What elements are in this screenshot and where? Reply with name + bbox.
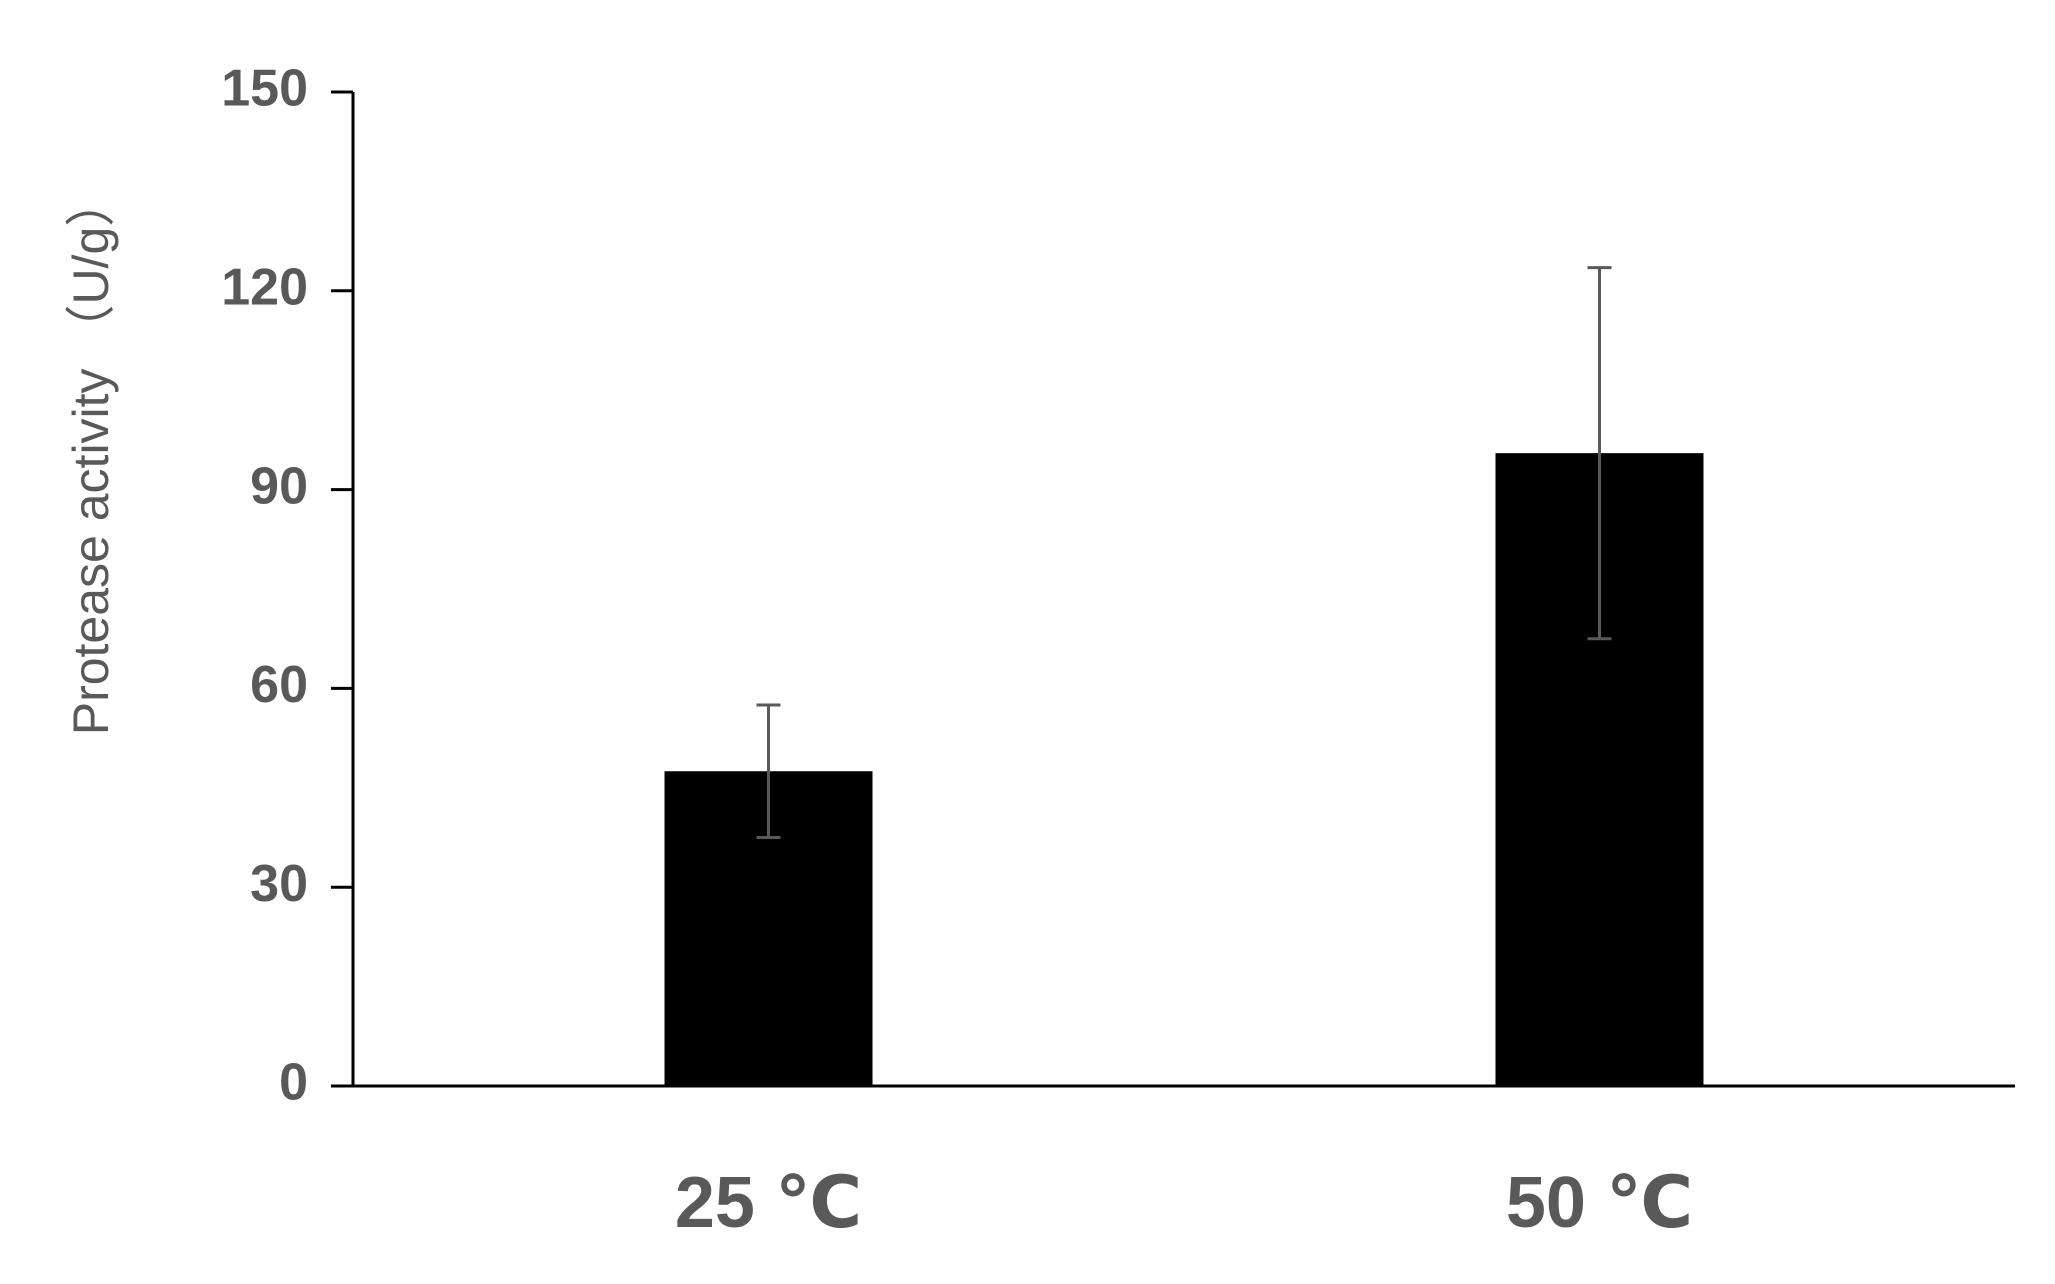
x-category-label: 50 ℃ — [1506, 1163, 1693, 1243]
y-tick-label: 0 — [279, 1054, 308, 1112]
x-category-label: 25 ℃ — [675, 1163, 862, 1243]
error-bar-2 — [1587, 266, 1612, 641]
error-bars-layer — [756, 266, 1612, 839]
y-tick-label: 90 — [250, 457, 308, 515]
y-ticks-layer: 0 30 60 90 120 150 — [221, 60, 353, 1112]
y-tick-label: 60 — [250, 656, 308, 714]
x-labels-layer: 25 ℃ 50 ℃ — [675, 1163, 1693, 1243]
y-tick-label: 30 — [250, 855, 308, 913]
error-bar-1 — [756, 703, 781, 839]
bars-layer — [664, 453, 1704, 1086]
y-axis-title: Protease activity （U/g） — [63, 177, 119, 736]
y-tick-label: 150 — [221, 60, 308, 118]
y-tick-label: 120 — [221, 259, 308, 317]
axes-layer — [331, 92, 2015, 1088]
